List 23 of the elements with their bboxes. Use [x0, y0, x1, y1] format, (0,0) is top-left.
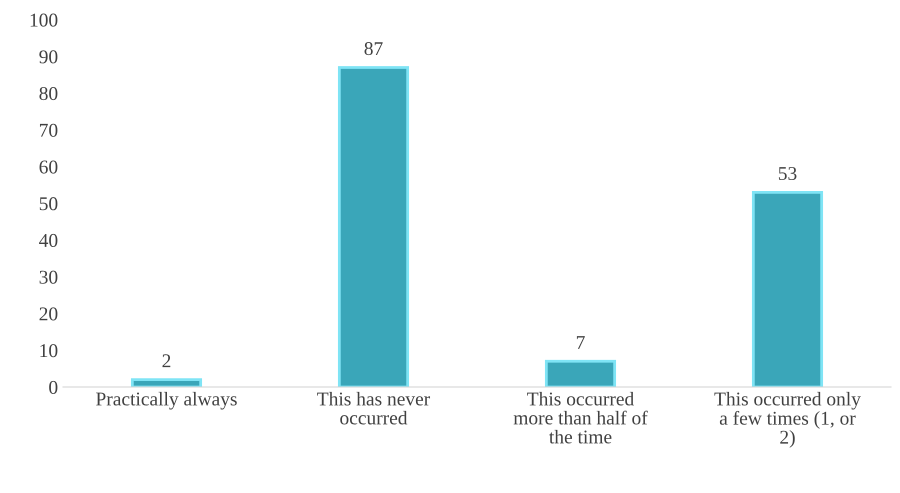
y-tick-label: 70: [40, 124, 58, 137]
bar: [130, 378, 202, 388]
bar: [338, 66, 410, 388]
data-label: 53: [778, 166, 796, 180]
y-tick-label: 0: [49, 380, 58, 394]
y-tick-label: 20: [40, 307, 58, 320]
x-tick-label: This occurred more than half of the time: [514, 392, 648, 444]
y-tick-label: 60: [40, 160, 58, 174]
bar: [544, 360, 616, 388]
bar: [752, 190, 824, 388]
y-tick-label: 10: [40, 344, 58, 358]
y-tick-label: 30: [40, 270, 58, 284]
y-tick-label: 50: [40, 197, 58, 210]
y-tick-label: 100: [30, 14, 58, 27]
y-tick-label: 40: [39, 234, 58, 248]
y-tick-label: 80: [39, 86, 58, 100]
data-label: 7: [576, 336, 585, 349]
x-tick-label: This has never occurred: [317, 392, 430, 425]
x-tick-label: Practically always: [96, 392, 237, 410]
data-label: 2: [162, 354, 170, 368]
data-label: 87: [364, 42, 383, 56]
x-tick-label: This occurred only a few times (1, or 2): [714, 392, 861, 448]
y-tick-label: 90: [39, 50, 58, 64]
